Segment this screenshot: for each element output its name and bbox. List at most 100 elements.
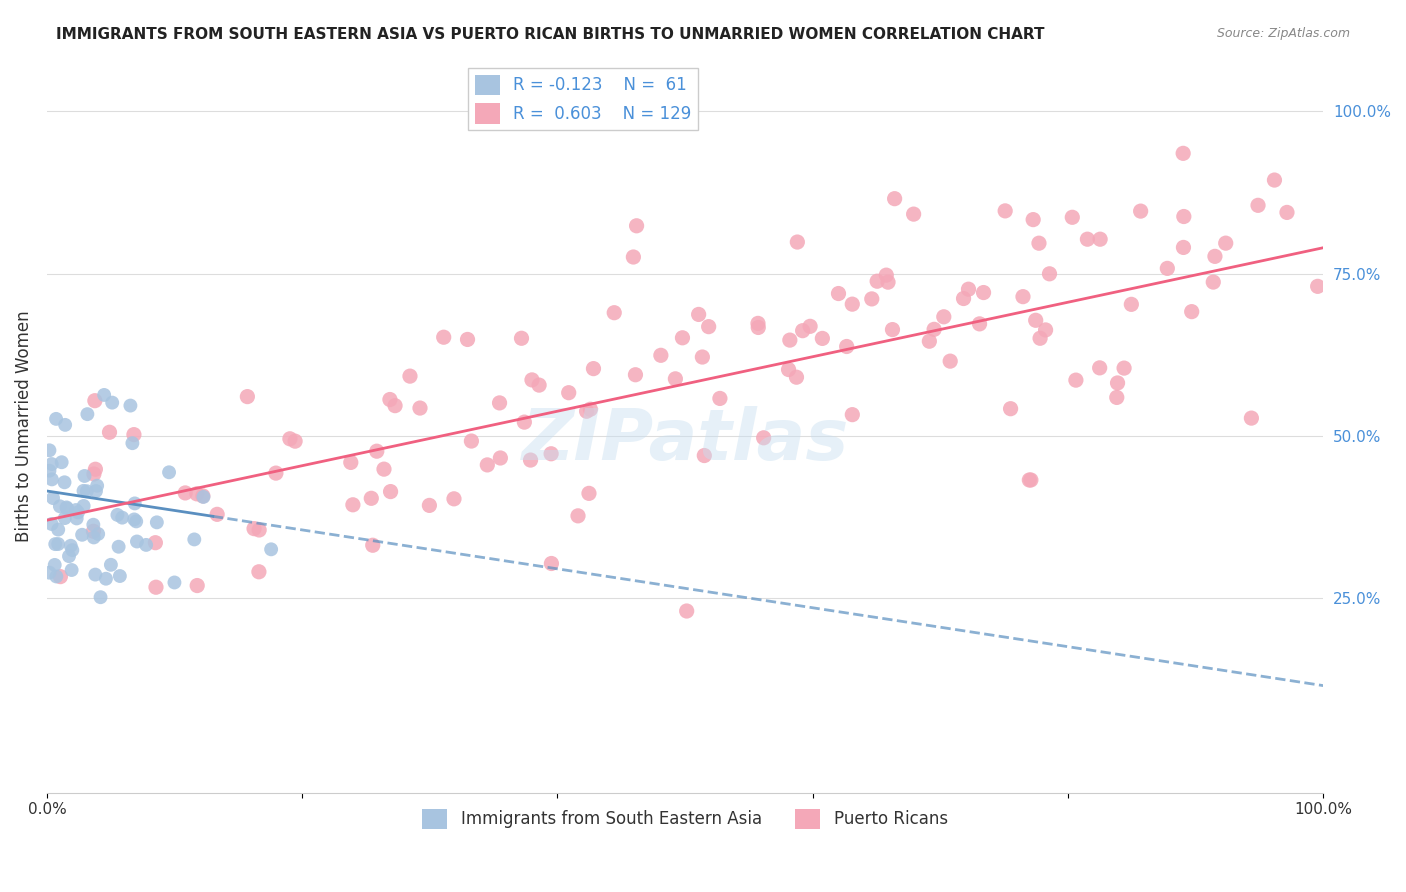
Point <box>38 464 60 478</box>
Point <box>1181 304 1204 318</box>
Point <box>1105 391 1128 405</box>
Point <box>918 334 941 349</box>
Point <box>575 404 598 418</box>
Point <box>994 203 1017 218</box>
Point <box>603 306 626 320</box>
Point <box>373 462 395 476</box>
Point <box>786 235 808 249</box>
Point <box>72 483 94 498</box>
Point <box>488 396 510 410</box>
Point <box>1088 232 1111 246</box>
Point <box>866 274 889 288</box>
Point <box>76 407 98 421</box>
Point <box>443 491 465 506</box>
Point <box>360 491 382 506</box>
Point <box>675 604 697 618</box>
Point <box>384 399 406 413</box>
Point <box>1306 279 1329 293</box>
Point <box>46 523 69 537</box>
Point <box>621 250 644 264</box>
Point <box>1263 173 1285 187</box>
Point <box>693 449 716 463</box>
Point <box>93 388 115 402</box>
Point <box>122 427 145 442</box>
Point <box>247 565 270 579</box>
Point <box>835 339 858 353</box>
Point <box>883 192 905 206</box>
Point <box>94 572 117 586</box>
Point <box>792 324 814 338</box>
Point <box>882 322 904 336</box>
Point <box>841 297 863 311</box>
Point <box>1012 290 1035 304</box>
Point <box>65 503 87 517</box>
Point <box>49 500 72 514</box>
Point <box>247 523 270 537</box>
Point <box>125 515 148 529</box>
Point <box>877 275 900 289</box>
Point <box>513 415 536 429</box>
Point <box>1088 360 1111 375</box>
Point <box>519 453 541 467</box>
Point <box>339 455 361 469</box>
Point <box>785 370 807 384</box>
Point <box>51 455 73 469</box>
Point <box>489 450 512 465</box>
Point <box>53 417 76 432</box>
Point <box>83 393 105 408</box>
Point <box>1247 198 1270 212</box>
Point <box>540 557 562 571</box>
Point <box>46 537 69 551</box>
Point <box>87 527 110 541</box>
Point <box>100 558 122 572</box>
Point <box>122 512 145 526</box>
Point <box>82 517 104 532</box>
Point <box>72 499 94 513</box>
Point <box>1018 473 1040 487</box>
Point <box>84 462 107 476</box>
Point <box>1129 204 1152 219</box>
Point <box>671 331 693 345</box>
Point <box>157 465 180 479</box>
Point <box>557 385 579 400</box>
Point <box>418 499 440 513</box>
Point <box>107 540 129 554</box>
Point <box>120 399 142 413</box>
Point <box>540 447 562 461</box>
Point <box>1204 249 1226 263</box>
Point <box>243 522 266 536</box>
Text: ZIPatlas: ZIPatlas <box>522 406 849 475</box>
Point <box>932 310 955 324</box>
Point <box>111 510 134 524</box>
Point <box>527 378 550 392</box>
Point <box>692 350 714 364</box>
Point <box>264 466 287 480</box>
Point <box>98 425 121 440</box>
Point <box>688 307 710 321</box>
Point <box>779 333 801 347</box>
Point <box>1240 411 1263 425</box>
Y-axis label: Births to Unmarried Women: Births to Unmarried Women <box>15 310 32 542</box>
Point <box>90 591 112 605</box>
Point <box>1173 240 1195 254</box>
Point <box>125 534 148 549</box>
Point <box>205 508 228 522</box>
Point <box>124 496 146 510</box>
Point <box>53 511 76 525</box>
Point <box>342 498 364 512</box>
Point <box>1275 205 1298 219</box>
Point <box>145 580 167 594</box>
Point <box>460 434 482 448</box>
Point <box>860 292 883 306</box>
Point <box>957 282 980 296</box>
Point <box>44 537 66 551</box>
Point <box>409 401 432 415</box>
Point <box>84 567 107 582</box>
Point <box>579 402 602 417</box>
Point <box>66 511 89 525</box>
Point <box>183 533 205 547</box>
Point <box>60 543 83 558</box>
Point <box>567 508 589 523</box>
Point <box>82 524 104 539</box>
Point <box>1173 146 1195 161</box>
